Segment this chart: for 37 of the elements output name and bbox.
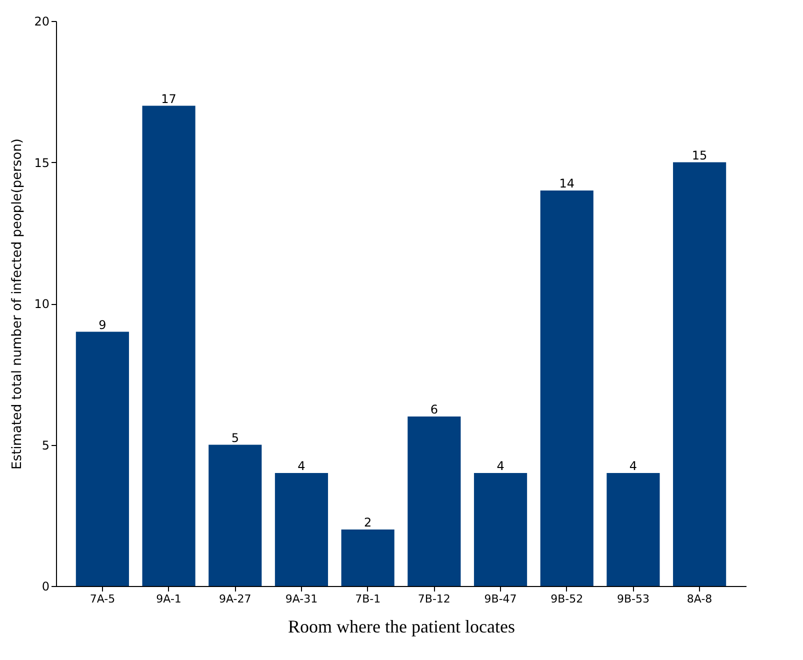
bar [540,190,594,586]
x-tick-label: 9A-27 [219,592,252,606]
bar [142,106,196,586]
y-tick-label: 15 [34,156,50,170]
x-tick-label: 9B-52 [550,592,584,606]
x-tick-label: 9B-53 [616,592,650,606]
data-label: 2 [364,516,372,530]
y-tick-label: 20 [34,14,50,28]
x-tick-label: 7A-5 [90,592,116,606]
data-label: 9 [98,318,106,332]
x-tick-label: 8A-8 [686,592,712,606]
bar [474,473,528,586]
data-label: 4 [629,459,638,473]
y-axis-title: Estimated total number of infected people(person) [10,138,26,470]
x-tick-label: 7B-12 [418,592,450,606]
bar [408,416,461,586]
bar [673,162,726,586]
data-label: 14 [559,176,575,190]
x-tick-label: 7B-1 [355,592,381,606]
bar [606,473,660,586]
data-label: 4 [496,459,504,473]
y-tick-label: 10 [34,297,50,311]
x-axis-title: Room where the patient locates [288,616,515,636]
data-label: 4 [298,459,306,473]
data-label: 15 [692,148,708,162]
x-tick-label: 9A-31 [285,592,318,606]
bar [208,444,262,586]
bar [341,530,394,586]
data-label: 5 [231,430,239,445]
y-tick-label: 0 [42,580,50,594]
x-tick-label: 9B-47 [484,592,517,606]
data-label: 6 [430,402,438,416]
bar [274,473,328,586]
data-label: 17 [161,92,176,106]
y-tick-label: 5 [42,438,50,452]
x-tick-label: 9A-1 [156,592,182,606]
bar [76,332,129,586]
